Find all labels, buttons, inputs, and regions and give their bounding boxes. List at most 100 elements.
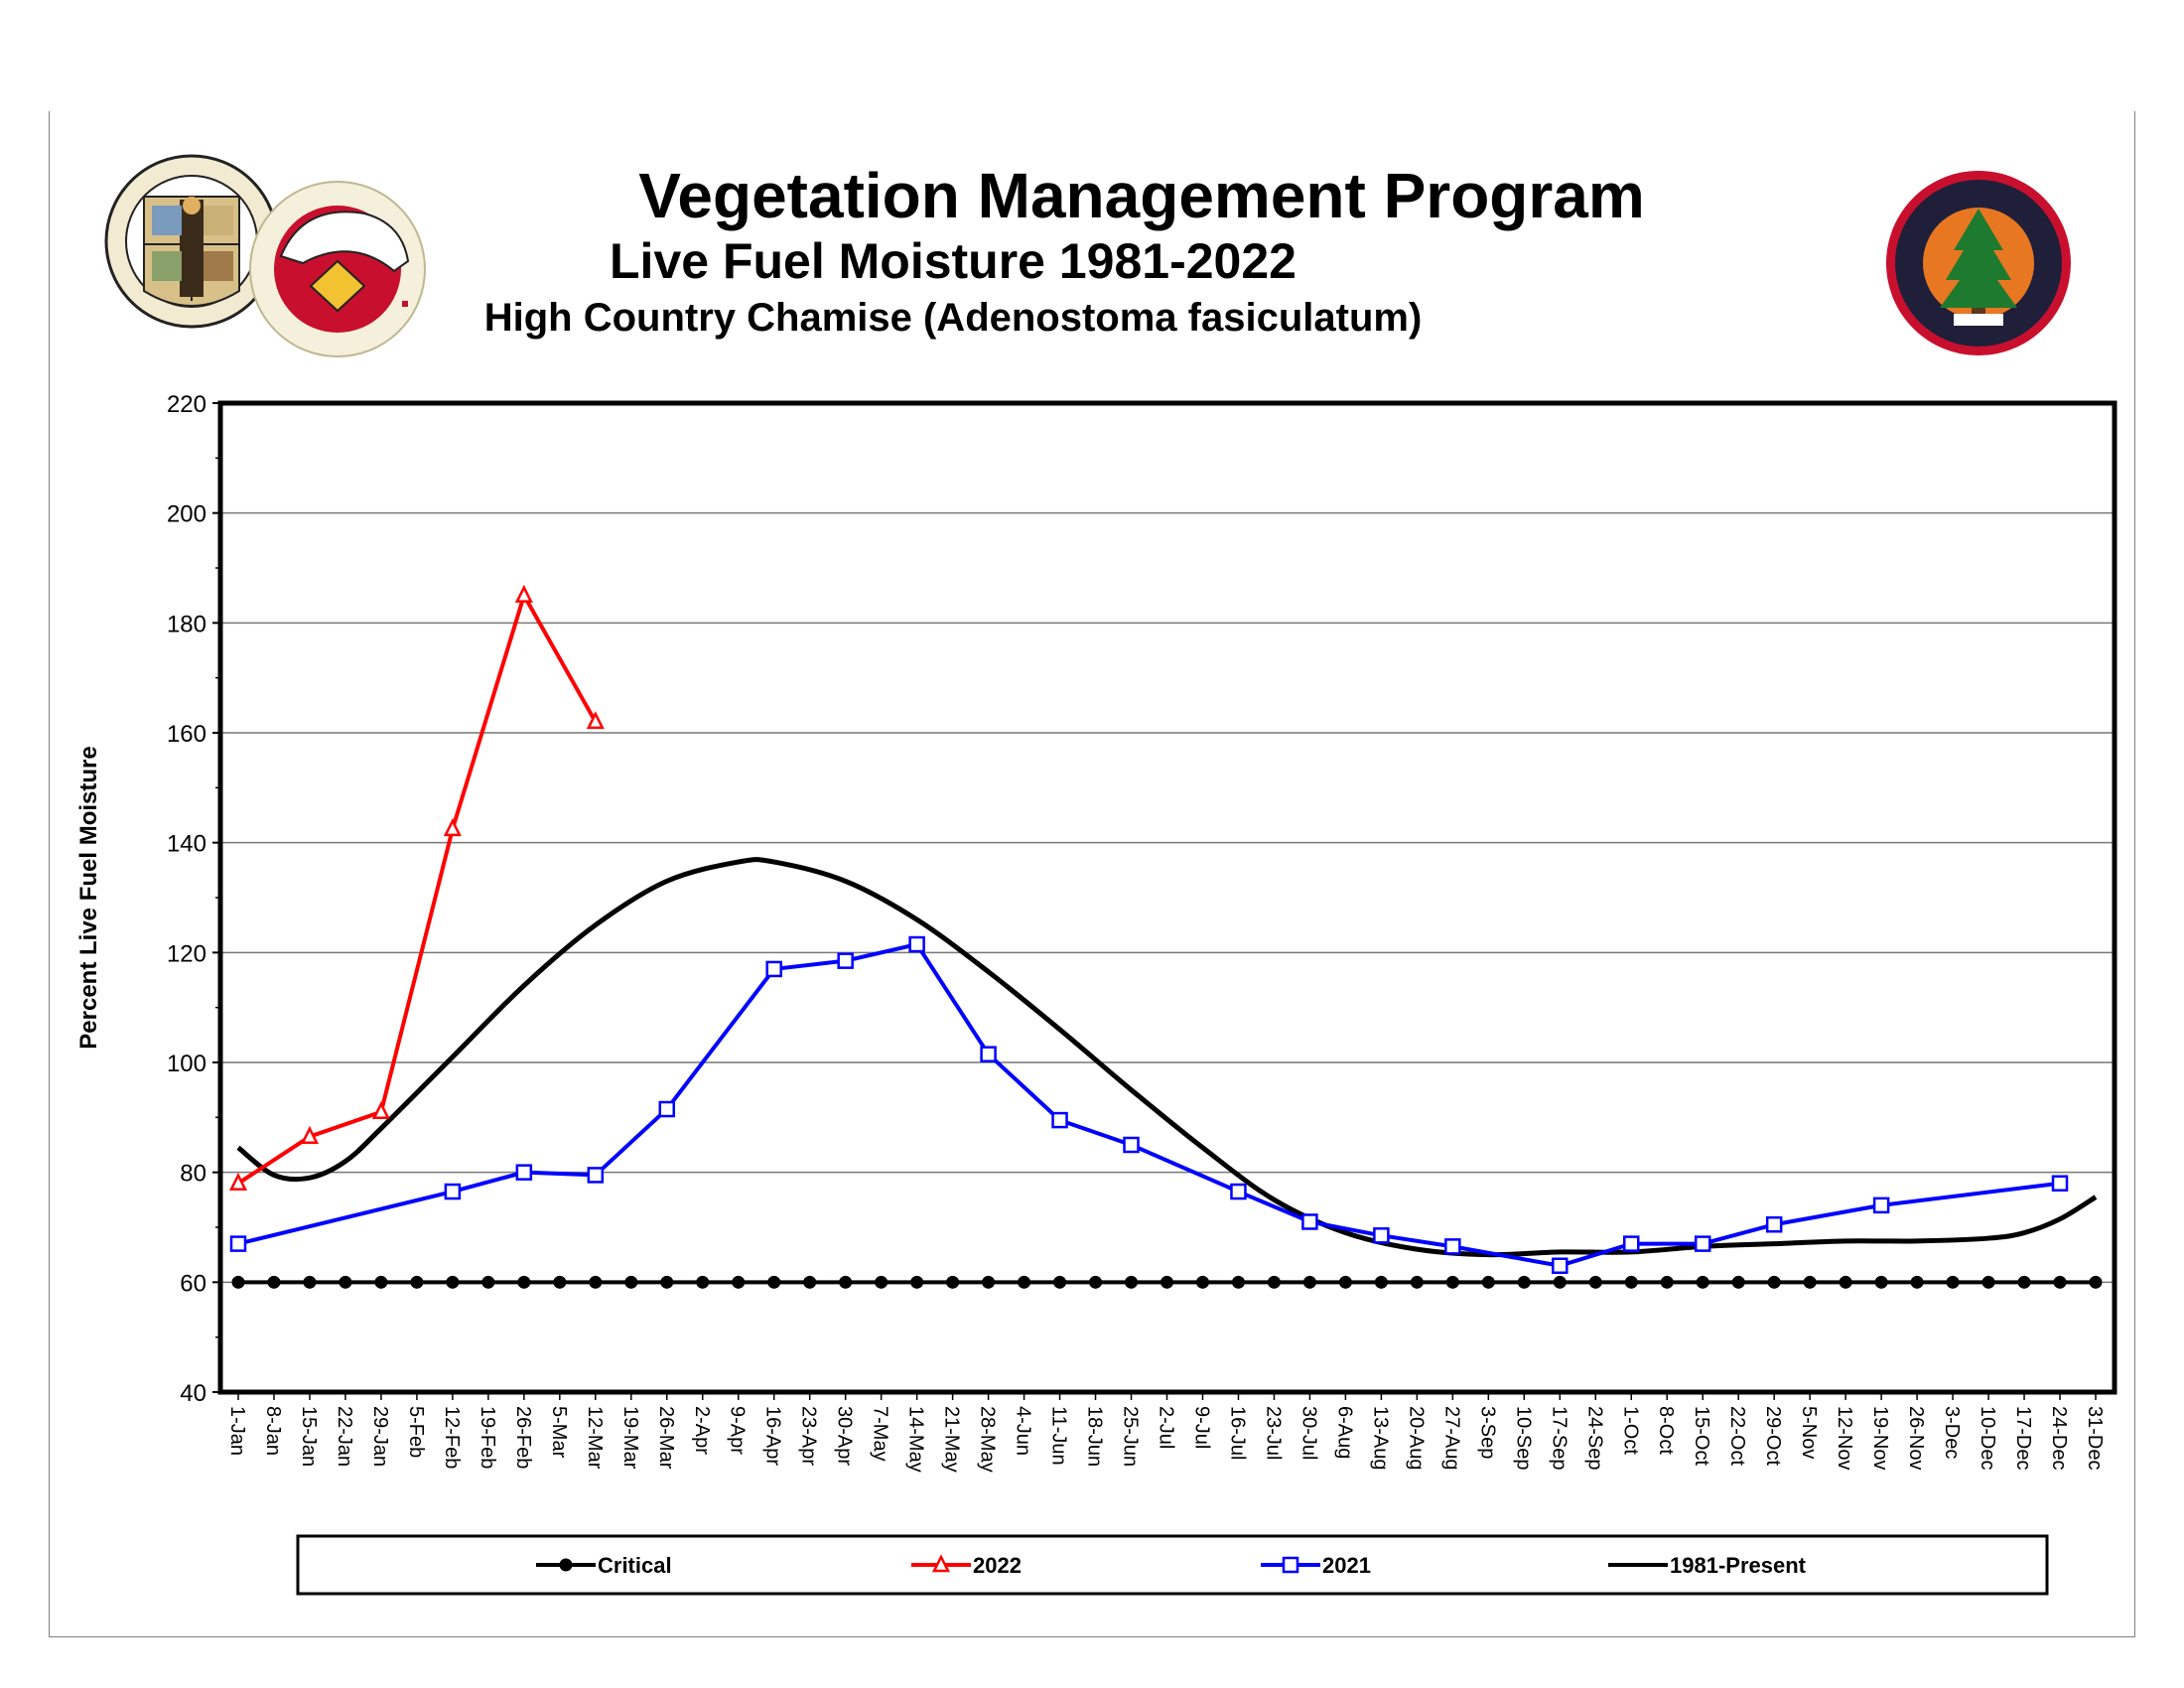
- x-tick-label: 19-Feb: [477, 1406, 498, 1469]
- x-tick-label: 23-Jul: [1262, 1406, 1284, 1460]
- point-2021: [908, 935, 925, 953]
- x-tick-label: 19-Nov: [1869, 1406, 1891, 1470]
- x-tick-label: 8-Oct: [1655, 1406, 1677, 1455]
- point-2022: [586, 711, 605, 730]
- x-tick-label: 27-Aug: [1440, 1406, 1462, 1471]
- point-critical: [1410, 1275, 1424, 1289]
- point-critical: [1696, 1275, 1709, 1289]
- x-tick-label: 2-Jul: [1156, 1406, 1177, 1449]
- point-2021: [515, 1164, 533, 1181]
- point-critical: [982, 1275, 996, 1289]
- point-critical: [1731, 1275, 1745, 1289]
- point-critical: [1517, 1275, 1531, 1289]
- x-tick-label: 10-Sep: [1512, 1406, 1534, 1471]
- point-critical: [1981, 1275, 1995, 1289]
- point-2022: [371, 1101, 390, 1120]
- point-2021: [1301, 1213, 1318, 1230]
- x-tick-label: 12-Feb: [441, 1406, 463, 1469]
- chart-subtitle: Live Fuel Moisture 1981-2022: [610, 233, 1297, 289]
- point-critical: [839, 1275, 853, 1289]
- forestry-division-logo: [1884, 169, 2073, 357]
- x-tick-label: 26-Feb: [512, 1406, 534, 1469]
- point-critical: [553, 1275, 567, 1289]
- line-1981-present: [236, 857, 2098, 1258]
- point-critical: [1018, 1275, 1031, 1289]
- point-critical: [624, 1275, 638, 1289]
- x-tick-label: 10-Dec: [1977, 1406, 1998, 1470]
- point-critical: [267, 1275, 281, 1289]
- point-critical: [1767, 1275, 1781, 1289]
- point-critical: [481, 1275, 495, 1289]
- county-seal-icon: [104, 154, 279, 329]
- point-critical: [1267, 1275, 1281, 1289]
- point-critical: [1160, 1275, 1173, 1289]
- legend-label-critical: Critical: [598, 1553, 672, 1578]
- x-tick-label: 25-Jun: [1120, 1406, 1142, 1467]
- point-2021: [1123, 1136, 1140, 1154]
- point-critical: [696, 1275, 710, 1289]
- point-critical: [374, 1275, 388, 1289]
- x-tick-label: 8-Jan: [262, 1406, 284, 1456]
- point-2021: [1623, 1235, 1640, 1252]
- y-tick-label: 160: [167, 721, 206, 748]
- y-tick-label: 80: [180, 1161, 206, 1188]
- legend-marker-critical: [559, 1558, 573, 1572]
- point-critical: [339, 1275, 352, 1289]
- x-tick-label: 19-Mar: [619, 1406, 641, 1470]
- x-tick-label: 21-May: [941, 1406, 963, 1473]
- x-tick-label: 24-Dec: [2048, 1406, 2070, 1470]
- point-2021: [1051, 1111, 1068, 1129]
- point-2021: [1872, 1196, 1890, 1214]
- x-tick-label: 9-Jul: [1190, 1406, 1212, 1449]
- x-tick-label: 14-May: [905, 1406, 927, 1473]
- y-tick-label: 120: [167, 940, 206, 967]
- point-2021: [587, 1167, 605, 1184]
- point-critical: [1874, 1275, 1888, 1289]
- fire-department-badge-icon: [249, 181, 426, 357]
- x-tick-label: 17-Dec: [2012, 1406, 2034, 1470]
- line-2022: [236, 593, 598, 1186]
- series-critical: [231, 1275, 2103, 1289]
- x-tick-label: 12-Mar: [584, 1406, 606, 1470]
- series-1981-present: [236, 857, 2098, 1258]
- point-2021: [837, 952, 854, 969]
- x-tick-label: 12-Nov: [1834, 1406, 1855, 1470]
- point-critical: [732, 1275, 746, 1289]
- point-critical: [1624, 1275, 1638, 1289]
- legend: Critical 2022 2021 1981-Present: [296, 1534, 2049, 1596]
- point-2022: [300, 1125, 319, 1144]
- x-tick-label: 3-Dec: [1941, 1406, 1963, 1459]
- x-tick-label: 23-Apr: [798, 1406, 820, 1466]
- point-critical: [1195, 1275, 1209, 1289]
- x-tick-label: 17-Sep: [1548, 1406, 1570, 1471]
- point-critical: [803, 1275, 817, 1289]
- x-tick-label: 31-Dec: [2084, 1406, 2106, 1470]
- point-critical: [231, 1275, 245, 1289]
- x-tick-label: 5-Nov: [1798, 1406, 1820, 1459]
- point-critical: [1445, 1275, 1459, 1289]
- x-tick-label: 28-May: [977, 1406, 999, 1473]
- legend-label-2022: 2022: [973, 1553, 1022, 1578]
- x-tick-label: 7-May: [870, 1406, 891, 1462]
- x-tick-label: 22-Jan: [334, 1406, 355, 1467]
- county-fire-logo: [104, 142, 437, 365]
- point-critical: [1338, 1275, 1352, 1289]
- point-2021: [658, 1100, 676, 1118]
- series-2021: [229, 935, 2069, 1274]
- x-tick-label: 26-Nov: [1905, 1406, 1927, 1470]
- y-tick-label: 60: [180, 1270, 206, 1297]
- x-tick-label: 5-Feb: [405, 1406, 427, 1458]
- page-frame: [49, 111, 2135, 1637]
- point-2022: [228, 1172, 248, 1191]
- point-critical: [1302, 1275, 1316, 1289]
- forestry-badge-icon: [1886, 171, 2071, 355]
- point-critical: [767, 1275, 781, 1289]
- point-critical: [1053, 1275, 1067, 1289]
- legend-label-2021: 2021: [1322, 1553, 1371, 1578]
- y-axis-label: Percent Live Fuel Moisture: [75, 746, 102, 1049]
- y-tick-label: 200: [167, 501, 206, 528]
- x-tick-label: 6-Aug: [1333, 1406, 1355, 1459]
- point-critical: [946, 1275, 960, 1289]
- point-2021: [2051, 1175, 2069, 1192]
